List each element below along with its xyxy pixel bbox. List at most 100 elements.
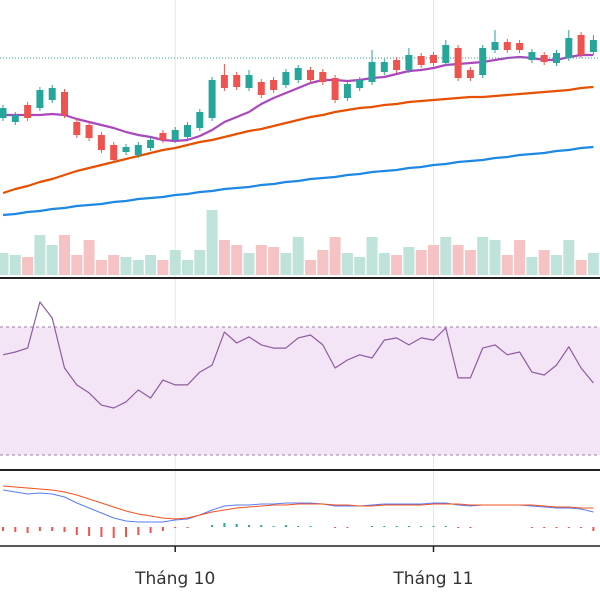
histogram-bar <box>14 527 17 532</box>
histogram-bar <box>309 526 312 527</box>
histogram-bar <box>248 525 250 527</box>
candle-body <box>516 43 524 50</box>
candle-body <box>307 70 314 80</box>
histogram-bar <box>174 527 177 528</box>
volume-bar <box>538 250 550 275</box>
candle-body <box>393 60 401 70</box>
volume-bar <box>366 237 378 275</box>
volume-bar <box>182 260 193 275</box>
candle-body <box>491 42 499 50</box>
x-tick-label: Tháng 11 <box>392 569 473 589</box>
histogram-bar <box>334 527 337 528</box>
volume-bar <box>231 245 243 275</box>
histogram-bar <box>444 526 447 527</box>
histogram-bar <box>75 527 78 535</box>
rsi-panel <box>0 301 600 456</box>
volume-bar <box>95 260 107 275</box>
volume-bar <box>440 237 452 275</box>
volume-bar <box>34 235 46 275</box>
histogram-bar <box>125 527 127 537</box>
moving-average <box>2 145 594 217</box>
histogram-bar <box>555 527 558 528</box>
candle-body <box>380 62 388 72</box>
histogram-bar <box>432 526 435 527</box>
histogram-bar <box>530 527 533 528</box>
candle-body <box>24 105 32 118</box>
histogram-bar <box>567 527 570 528</box>
candle-body <box>61 92 68 115</box>
candle-body <box>171 130 179 140</box>
volume-bar <box>403 247 415 275</box>
volume-bar <box>317 250 329 275</box>
candle-body <box>540 55 548 62</box>
moving-average <box>3 53 594 143</box>
x-tick-label: Tháng 10 <box>134 569 215 589</box>
volume-bar <box>551 255 562 275</box>
candle-body <box>577 35 585 55</box>
volume-bar <box>354 257 366 275</box>
volume-bar <box>514 240 526 275</box>
candle-body <box>97 135 105 150</box>
histogram-bar <box>580 527 583 528</box>
candle-body <box>147 140 155 148</box>
histogram-bar <box>137 527 140 535</box>
histogram-bar <box>63 527 66 532</box>
volume-bar <box>477 237 489 275</box>
candle-body <box>356 80 364 88</box>
histogram-bar <box>149 527 152 533</box>
volume-bar <box>59 235 70 275</box>
volume-bar <box>83 240 95 275</box>
histogram-bar <box>186 527 189 528</box>
histogram-bar <box>26 527 29 533</box>
volume-bar <box>526 257 538 275</box>
volume-bar <box>587 253 599 275</box>
rsi-line <box>2 301 594 409</box>
candle-body <box>454 48 462 78</box>
macd-line <box>2 485 594 520</box>
volume-bar <box>428 245 439 275</box>
histogram-bar <box>235 524 238 527</box>
histogram-bar <box>407 526 410 527</box>
candle-body <box>36 90 44 108</box>
histogram-bar <box>272 526 275 527</box>
histogram-bar <box>420 526 423 527</box>
histogram-bar <box>543 527 546 528</box>
volume-bar <box>464 250 476 275</box>
candle-body <box>405 55 413 70</box>
volume-bar <box>329 237 341 275</box>
candle-body <box>294 68 302 80</box>
volume-bar <box>9 255 21 275</box>
candle-body <box>270 80 278 90</box>
volume-bar <box>255 245 267 275</box>
volume-bar <box>22 257 34 275</box>
candle-body <box>417 56 425 65</box>
candle-body <box>589 40 597 52</box>
histogram-bar <box>38 527 41 531</box>
candle-body <box>257 82 265 95</box>
histogram-bar <box>284 525 287 527</box>
volume-bar <box>71 255 83 275</box>
volume-bar <box>292 237 304 275</box>
candle-body <box>0 108 7 118</box>
volume-bar <box>157 260 169 275</box>
candle-body <box>233 75 241 87</box>
candle-body <box>528 52 536 60</box>
histogram-bar <box>161 527 164 531</box>
macd-panel <box>2 485 595 538</box>
histogram-bar <box>383 526 386 527</box>
histogram-bar <box>371 526 373 527</box>
candle-body <box>110 145 118 160</box>
histogram-bar <box>457 527 460 528</box>
volume-bar <box>305 260 316 275</box>
candle-body <box>196 112 204 128</box>
volume-bar <box>243 253 255 275</box>
histogram-bar <box>260 525 263 527</box>
candle-body <box>319 72 327 82</box>
candle-body <box>245 75 253 88</box>
candle-body <box>442 45 450 63</box>
price-panel <box>0 30 600 275</box>
candle-body <box>11 115 19 122</box>
candle-body <box>48 88 56 100</box>
